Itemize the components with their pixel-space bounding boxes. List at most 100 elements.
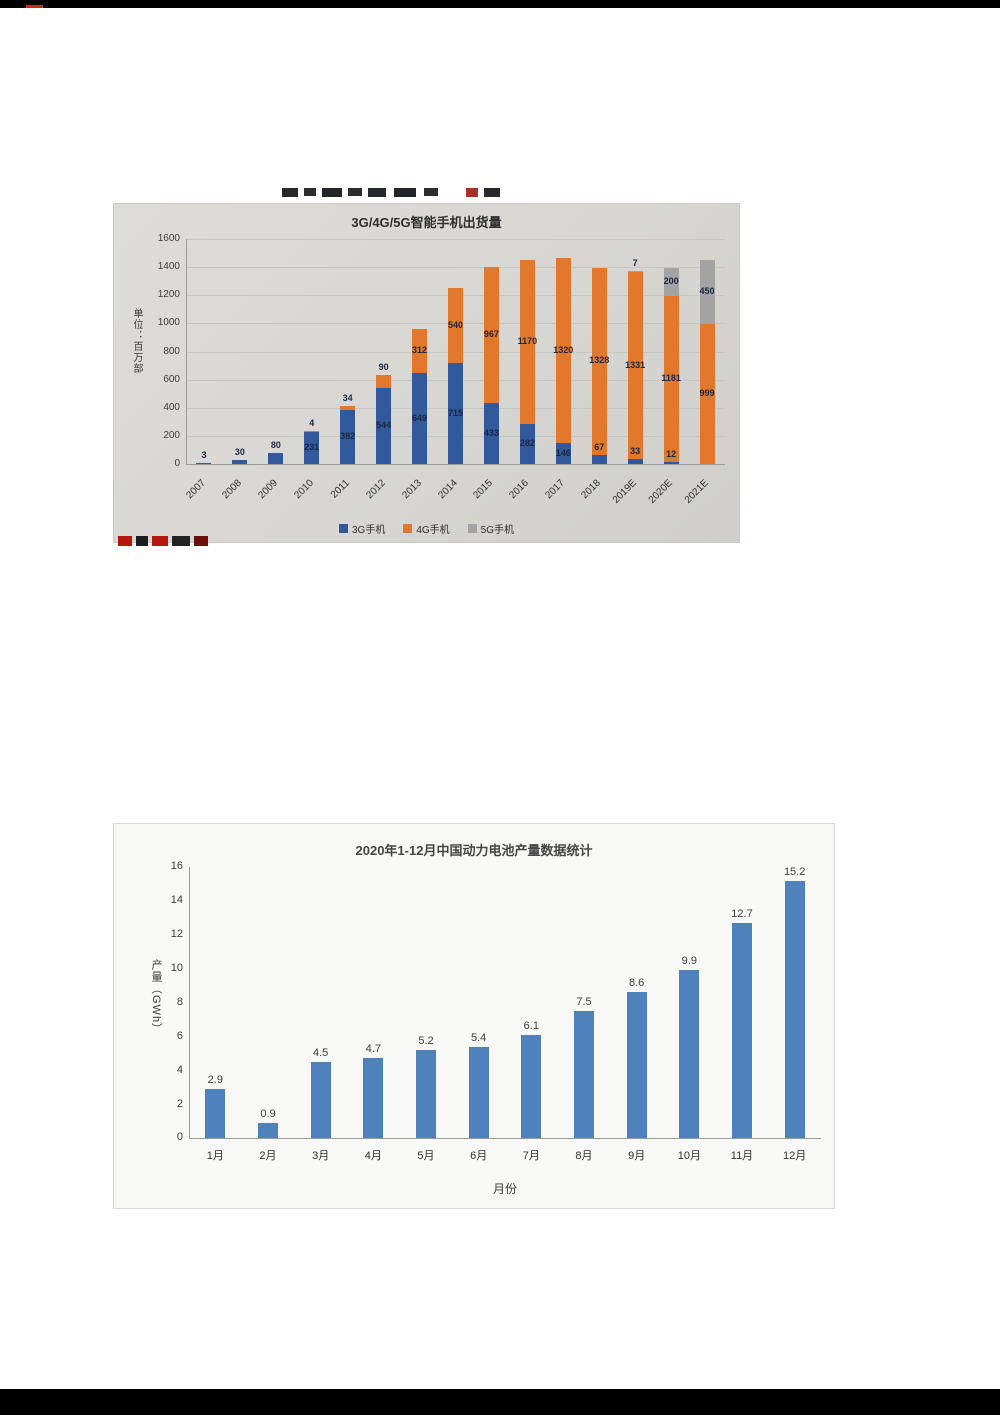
x-tick-label: 6月 [470, 1150, 488, 1162]
text-fragment [136, 536, 148, 546]
y-tick-label: 1200 [157, 289, 180, 301]
text-fragment [172, 536, 190, 546]
text-fragment [394, 188, 416, 197]
bar-value-label: 3 [201, 450, 207, 460]
bar-value-label: 649 [412, 412, 428, 423]
text-fragment [368, 188, 386, 197]
bar-value-label: 12 [666, 449, 677, 460]
y-tick-label: 4 [176, 1063, 183, 1076]
x-tick-label: 12月 [783, 1150, 807, 1162]
bar-segment [483, 267, 499, 404]
bar-segment [304, 430, 320, 432]
bar-value-label: 1170 [517, 336, 538, 347]
x-tick-label: 11月 [730, 1150, 754, 1162]
chart-legend: 3G手机 4G手机 5G手机 [113, 521, 740, 536]
bar-value-label: 6.1 [523, 1019, 539, 1032]
bar-segment [304, 431, 320, 464]
cropped-text-line-top [282, 188, 502, 198]
x-axis-line [186, 464, 725, 465]
legend-label: 5G手机 [480, 525, 515, 536]
cropped-text-line-bottom [118, 536, 218, 547]
bar-segment [699, 323, 715, 464]
bar-value-label: 715 [447, 407, 464, 418]
y-axis-label: 产量（GWh） [150, 959, 162, 1036]
text-fragment [152, 536, 168, 546]
chart-title: 2020年1-12月中国动力电池产量数据统计 [355, 843, 593, 858]
chart-title: 3G/4G/5G智能手机出货量 [351, 215, 502, 230]
text-fragment [118, 536, 132, 546]
text-fragment [322, 188, 342, 197]
text-fragment [304, 188, 316, 196]
y-tick-label: 14 [170, 894, 183, 907]
bar-segment [591, 267, 607, 455]
bar-segment [412, 328, 428, 373]
bar-value-label: 231 [304, 441, 320, 452]
bar-segment [448, 363, 463, 464]
y-axis-line [189, 867, 190, 1138]
bar-segment [627, 271, 643, 273]
bar-segment [627, 272, 643, 460]
legend-swatch [338, 524, 348, 533]
bar-segment [519, 424, 535, 464]
x-tick-label: 7月 [522, 1150, 540, 1162]
bar-segment [591, 454, 607, 464]
bar-segment [468, 1046, 489, 1138]
y-tick-label: 6 [176, 1029, 183, 1042]
battery-production-chart: 2020年1-12月中国动力电池产量数据统计 产量（GWh） 月份 0 2 4 6 8 1… [113, 823, 835, 1209]
bar-segment [310, 1061, 331, 1138]
bar-segment [483, 403, 499, 464]
bar-segment [784, 880, 805, 1138]
bar-segment [340, 410, 356, 464]
bar-segment [521, 1034, 542, 1138]
bar-segment [699, 260, 715, 324]
bar-segment [363, 1058, 384, 1138]
x-tick-label: 4月 [364, 1150, 382, 1162]
bar-value-label: 5.2 [418, 1034, 434, 1047]
x-tick-label: 1月 [206, 1150, 224, 1162]
y-tick-label: 1000 [157, 317, 180, 329]
y-tick-label: 1600 [157, 233, 180, 244]
y-tick-label: 800 [163, 345, 180, 357]
y-axis-label: 单位：百万部 [131, 308, 142, 374]
bar-segment [626, 992, 647, 1138]
bar-value-label: 8.6 [629, 977, 645, 990]
bar-segment [732, 922, 752, 1138]
y-axis-line [186, 239, 187, 464]
bar-value-label: 33 [630, 446, 641, 457]
bar-value-label: 67 [594, 441, 605, 452]
bar-segment [663, 268, 679, 297]
x-axis-line [189, 1138, 821, 1139]
y-tick-label: 10 [170, 962, 183, 975]
bar-value-label: 382 [340, 431, 356, 442]
x-tick-label: 9月 [628, 1150, 646, 1162]
bar-segment [376, 374, 392, 388]
bar-value-label: 0.9 [260, 1107, 276, 1120]
legend-label: 4G手机 [416, 525, 450, 536]
bar-segment [258, 1122, 278, 1138]
bar-value-label: 282 [519, 438, 535, 449]
document-page: 3G/4G/5G智能手机出货量 单位：百万部 0 200 400 600 800 1000… [0, 8, 1000, 1389]
bar-segment [627, 459, 643, 464]
bar-value-label: 967 [483, 329, 499, 340]
bar-value-label: 7 [632, 258, 638, 269]
y-tick-label: 200 [163, 429, 180, 441]
bar-value-label: 433 [483, 427, 499, 438]
text-fragment [282, 188, 298, 197]
bar-segment [268, 452, 284, 464]
bar-value-label: 450 [699, 286, 715, 297]
x-tick-label: 5月 [417, 1150, 435, 1162]
bar-segment [663, 462, 679, 464]
bar-segment [574, 1010, 594, 1138]
text-fragment [424, 188, 438, 196]
x-tick-label: 8月 [575, 1150, 593, 1162]
bar-value-label: 200 [663, 276, 679, 287]
bar-segment [412, 372, 428, 464]
bar-segment [232, 459, 248, 464]
bar-segment [340, 405, 356, 411]
bar-value-label: 1320 [553, 344, 574, 355]
y-tick-label: 2 [176, 1097, 183, 1110]
legend-label: 3G手机 [351, 525, 386, 536]
bar-value-label: 1328 [589, 355, 610, 366]
x-axis-label: 月份 [492, 1182, 517, 1196]
